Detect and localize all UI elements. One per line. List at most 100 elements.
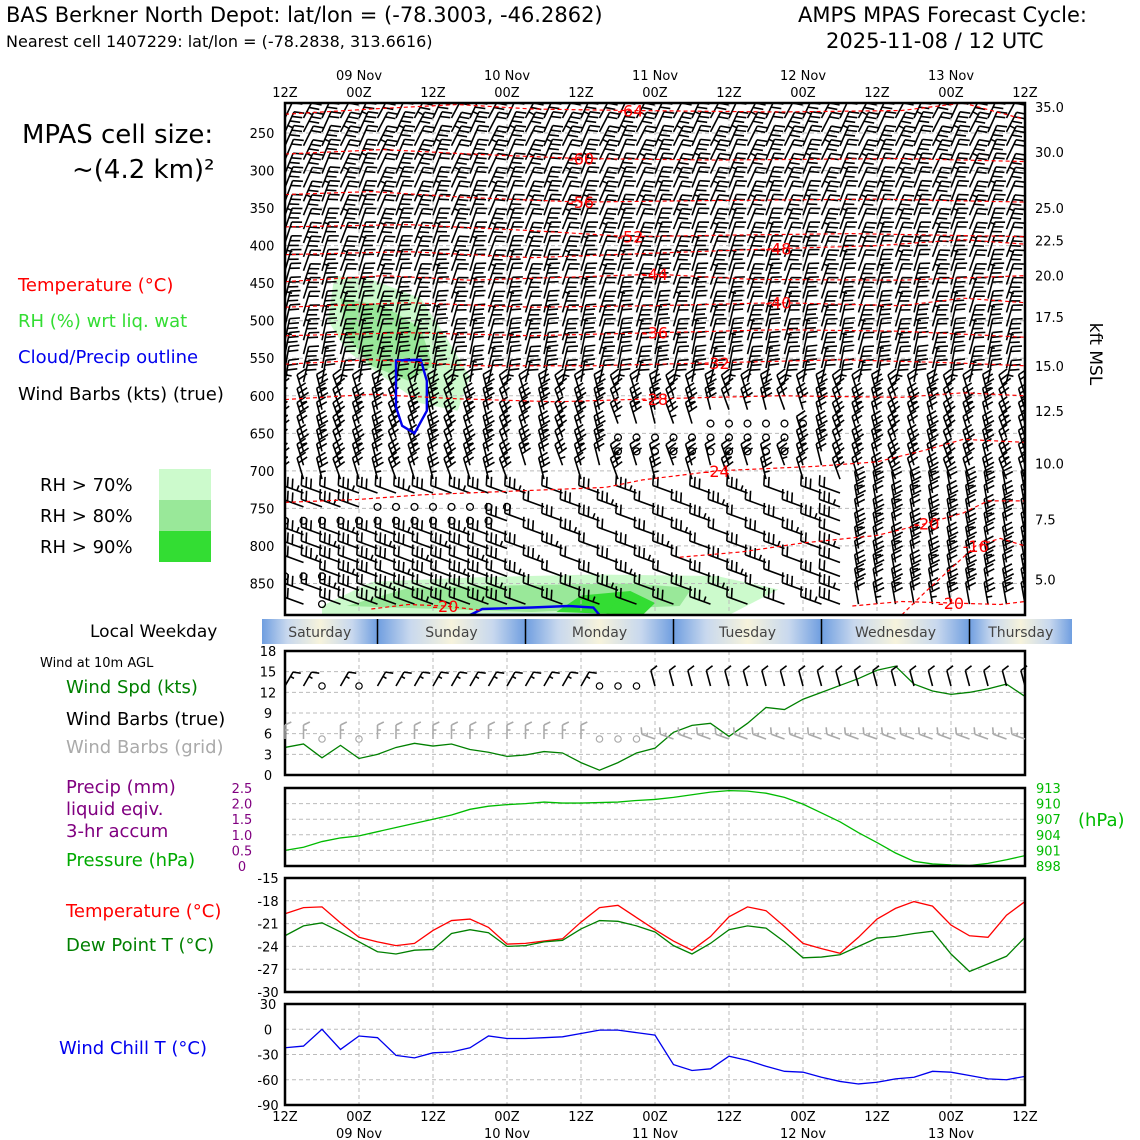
wind-barb-flag	[789, 358, 800, 362]
wind-barb-flag	[920, 129, 932, 133]
wind-barb-staff	[671, 526, 693, 536]
wind-barb-half	[814, 512, 818, 519]
wind-barb-staff	[321, 194, 331, 216]
wind-barb-staff	[962, 402, 971, 424]
wind-barb-staff	[543, 304, 550, 327]
wind-barb-flag	[645, 166, 656, 170]
wind-barb-staff	[987, 304, 994, 327]
wind-barb-flag	[977, 207, 988, 211]
wind-barb-staff	[968, 208, 979, 230]
wind-barb-flag	[547, 335, 558, 339]
wind-barb-flag	[363, 189, 374, 192]
wind-barb-flag	[458, 184, 469, 188]
wind-barb-half	[676, 124, 682, 129]
wind-barb-flag	[641, 189, 652, 193]
wind-barb-flag	[350, 111, 361, 115]
wind-barb-flag	[735, 115, 747, 119]
wind-barb-flag	[722, 372, 732, 381]
wind-barb-half	[375, 470, 382, 474]
wind-barb-flag	[346, 212, 358, 215]
wind-barb-flag	[641, 106, 653, 111]
legend-wind-barbs: Wind Barbs (kts) (true)	[18, 384, 224, 405]
wind-barb-flag	[556, 372, 566, 381]
wind-barb-flag	[383, 226, 394, 229]
wind-barb-staff	[820, 332, 828, 355]
wind-barb-flag	[479, 98, 489, 99]
wind-barb-staff	[819, 484, 841, 494]
wind-barb-flag	[575, 373, 586, 381]
wind-barb-flag	[596, 419, 606, 427]
wind-barb-flag	[848, 111, 860, 114]
wind-barb-staff	[296, 430, 305, 452]
wind-barb-flag	[441, 138, 452, 142]
wind-barb-flag	[456, 358, 467, 362]
wind-barb-staff	[376, 125, 388, 147]
wind-barb-half	[296, 526, 300, 533]
wind-barb-half	[674, 374, 681, 378]
wind-barb-flag	[901, 226, 912, 229]
wind-barb-flag	[844, 120, 856, 124]
wind-barb-half	[684, 526, 689, 533]
wind-barb-flag	[831, 111, 842, 115]
wind-barb-flag	[657, 313, 669, 316]
wind-barb-flag	[974, 120, 986, 124]
wind-barb-flag	[427, 451, 437, 459]
wind-barb-staff	[654, 180, 664, 202]
wind-barb-staff	[783, 139, 795, 161]
wind-barb-flag	[483, 414, 494, 422]
dewpoint-series-label: Dew Point T (°C)	[66, 935, 215, 956]
wind-barb-flag	[566, 350, 577, 353]
wind-barb-flag	[1028, 336, 1038, 337]
wind-barb-flag	[991, 321, 1002, 325]
wind-barb-flag	[410, 433, 421, 441]
wind-barb-staff	[783, 304, 792, 327]
wind-barb-flag	[314, 99, 324, 101]
wind-barb-flag	[326, 317, 338, 320]
wind-barb-flag	[962, 368, 973, 376]
wind-barb-flag	[300, 530, 303, 542]
wind-barb-staff	[395, 318, 402, 341]
wind-barb-flag	[873, 470, 884, 477]
wind-barb-staff	[728, 235, 737, 258]
wind-barb-flag	[889, 414, 899, 423]
wind-barb-flag	[829, 194, 841, 197]
wind-barb-staff	[950, 152, 960, 174]
wind-barb-staff	[615, 512, 637, 522]
wind-barb-flag	[460, 180, 471, 184]
wind-barb-flag	[467, 530, 470, 542]
wind-barb-flag	[326, 330, 337, 334]
wind-barb-flag	[568, 520, 572, 531]
wind-barb-flag	[583, 313, 595, 316]
wind-barb-flag	[1010, 203, 1022, 206]
wind-barb-flag	[642, 226, 653, 229]
wind-barb-flag	[382, 345, 394, 348]
wind-barb-flag	[751, 363, 762, 367]
wind-barb-staff	[926, 429, 934, 452]
wind-barb-staff	[635, 360, 643, 383]
wind-barb-staff	[524, 222, 535, 244]
wind-barb-flag	[830, 139, 842, 143]
wind-barb-flag	[737, 138, 748, 142]
wind-barb-flag	[668, 447, 679, 455]
wind-barb-flag	[815, 437, 826, 445]
wind-barb-flag	[921, 166, 933, 169]
wind-barb-flag	[400, 294, 411, 297]
wind-barb-staff	[285, 554, 304, 564]
wind-barb-flag	[556, 442, 566, 450]
wind-barb-staff	[1005, 360, 1013, 383]
wind-barb-staff	[430, 484, 452, 494]
wind-barb-staff	[523, 526, 545, 536]
wind-barb-staff	[746, 167, 758, 188]
weekday-label: Thursday	[987, 625, 1053, 641]
wind-barb-half	[597, 428, 604, 432]
wind-barb-staff	[597, 526, 619, 536]
wind-barb-flag	[735, 478, 738, 489]
wind-barb-staff	[831, 458, 841, 480]
wind-barb-flag	[661, 115, 673, 119]
wind-barb-flag	[645, 180, 656, 184]
wind-barb-half	[565, 166, 571, 171]
wind-barb-flag	[1002, 521, 1013, 528]
wind-barb-flag	[937, 345, 949, 348]
wind-barb-flag	[1031, 172, 1041, 173]
wind-barb-flag	[643, 184, 654, 188]
